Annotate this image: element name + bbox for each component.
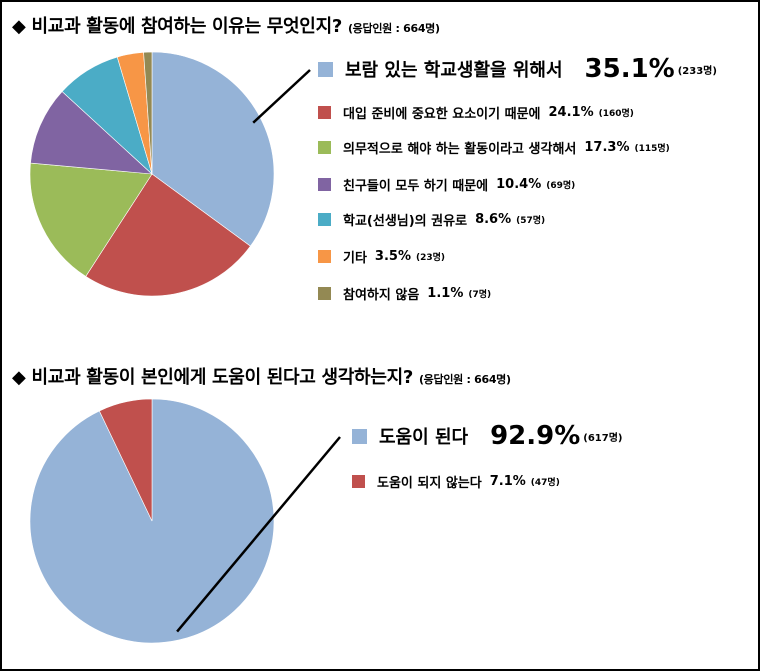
legend-label: 대입 준비에 중요한 요소이기 때문에 <box>343 107 541 122</box>
legend-count: (7명) <box>468 290 492 300</box>
legend1-item: 기타 3.5% (23명) <box>318 247 445 266</box>
chart1-title-line: ◆ 비교과 활동에 참여하는 이유는 무엇인지? (응답인원 : 664명) <box>12 12 440 38</box>
legend-count: (233명) <box>677 65 717 77</box>
legend-label: 의무적으로 해야 하는 활동이라고 생각해서 <box>343 142 577 157</box>
legend-swatch <box>318 141 331 154</box>
legend1-item: 보람 있는 학교생활을 위해서 35.1% (233명) <box>318 54 717 84</box>
chart1-title: 비교과 활동에 참여하는 이유는 무엇인지? <box>31 16 343 37</box>
legend-count: (57명) <box>516 216 546 226</box>
legend-label: 참여하지 않음 <box>343 288 420 303</box>
legend-swatch <box>318 106 331 119</box>
legend1-item: 학교(선생님)의 권유로 8.6% (57명) <box>318 210 545 229</box>
pie1-slice-3 <box>30 91 153 175</box>
legend1-item: 의무적으로 해야 하는 활동이라고 생각해서 17.3% (115명) <box>318 138 670 157</box>
pie2-slice-1 <box>98 398 153 522</box>
legend-count: (47명) <box>530 478 560 488</box>
legend-percent: 7.1% <box>489 474 526 489</box>
legend-swatch <box>352 428 367 444</box>
legend-swatch <box>318 213 331 226</box>
pie1-slice-1 <box>85 173 251 297</box>
legend-label: 친구들이 모두 하기 때문에 <box>343 179 489 194</box>
legend1-item: 친구들이 모두 하기 때문에 10.4% (69명) <box>318 175 575 194</box>
pie1-slice-0 <box>151 51 275 247</box>
legend-count: (617명) <box>583 432 623 444</box>
legend-count: (69명) <box>546 181 576 191</box>
legend-count: (160명) <box>598 109 634 119</box>
legend-label: 보람 있는 학교생활을 위해서 <box>345 60 563 81</box>
legend-percent: 8.6% <box>475 212 512 227</box>
legend2-item: 도움이 되지 않는다 7.1% (47명) <box>352 472 560 491</box>
legend-label: 도움이 된다 <box>379 427 469 448</box>
chart2-note: (응답인원 : 664명) <box>418 373 511 386</box>
legend1-item: 대입 준비에 중요한 요소이기 때문에 24.1% (160명) <box>318 103 634 122</box>
diamond-bullet-icon: ◆ <box>12 16 26 37</box>
legend-label: 기타 <box>343 251 367 266</box>
legend2-item: 도움이 된다 92.9% (617명) <box>352 421 623 451</box>
diamond-bullet-icon: ◆ <box>12 367 26 388</box>
legend-swatch <box>318 61 333 77</box>
legend1-item: 참여하지 않음 1.1% (7명) <box>318 284 491 303</box>
chart2-title: 비교과 활동이 본인에게 도움이 된다고 생각하는지? <box>31 367 414 388</box>
legend-swatch <box>318 178 331 191</box>
legend-percent: 24.1% <box>548 105 594 120</box>
legend-count: (115명) <box>634 144 670 154</box>
pie2-leader-line <box>176 436 341 633</box>
legend-percent: 92.9% <box>490 421 581 451</box>
pie1-leader-line <box>252 69 311 124</box>
legend-percent: 35.1% <box>584 54 675 84</box>
legend-count: (23명) <box>415 253 446 263</box>
legend-label: 도움이 되지 않는다 <box>377 476 482 491</box>
legend-swatch <box>318 250 331 263</box>
legend-swatch <box>352 475 365 488</box>
legend-percent: 10.4% <box>496 177 542 192</box>
legend-percent: 17.3% <box>584 140 630 155</box>
pie1-slice-6 <box>143 51 153 175</box>
legend-swatch <box>318 287 331 300</box>
legend-percent: 3.5% <box>374 249 411 264</box>
chart1-note: (응답인원 : 664명) <box>347 22 440 35</box>
pie1-slice-2 <box>29 162 153 277</box>
chart2-title-line: ◆ 비교과 활동이 본인에게 도움이 된다고 생각하는지? (응답인원 : 664… <box>12 363 511 389</box>
legend-label: 학교(선생님)의 권유로 <box>343 214 468 229</box>
legend-percent: 1.1% <box>427 286 464 301</box>
